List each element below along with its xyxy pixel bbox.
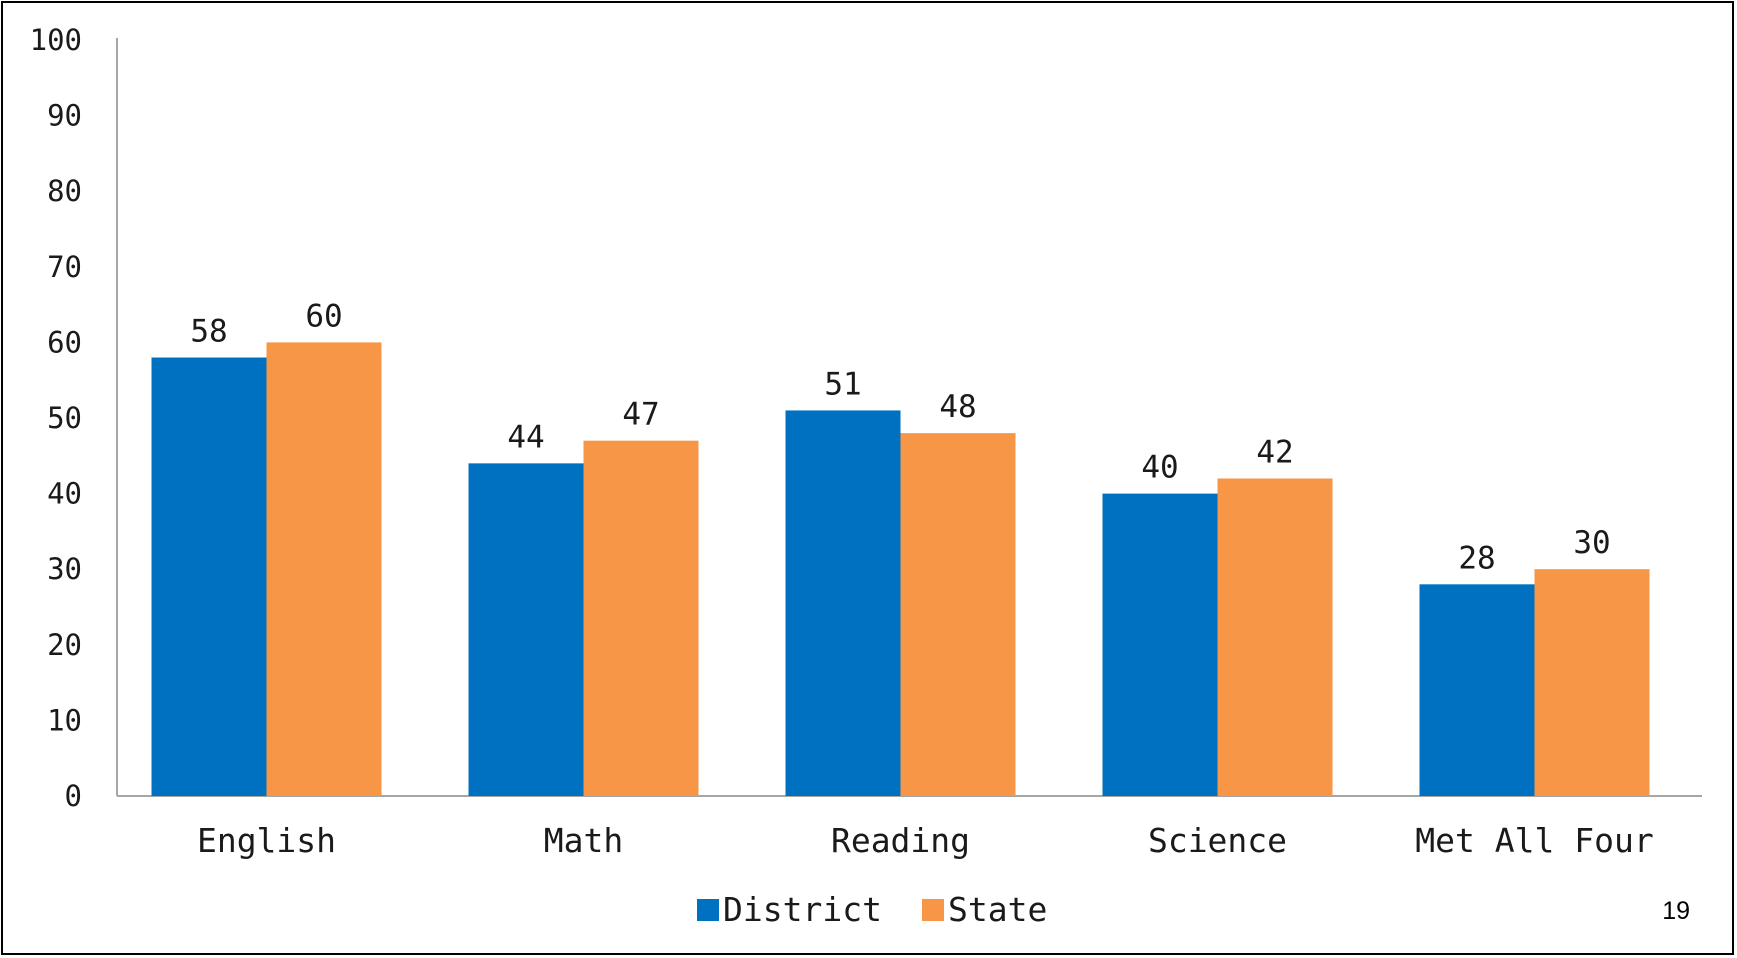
- bar-district-reading: [785, 410, 901, 796]
- y-tick-label: 90: [47, 99, 82, 133]
- legend-label-state: State: [948, 890, 1047, 929]
- y-tick-label: 10: [47, 703, 82, 737]
- bar-state-math: [583, 440, 699, 796]
- legend: District State: [697, 890, 1047, 929]
- data-labels-group: 58 60 44 47 51 48 40 42 28 30: [190, 298, 1610, 576]
- bar-district-english: [151, 357, 267, 796]
- bar-state-met-all-four: [1534, 569, 1650, 796]
- y-tick-label: 40: [47, 477, 82, 511]
- legend-swatch-state: [922, 899, 944, 921]
- x-tick-label: English: [197, 821, 336, 860]
- bar-district-met-all-four: [1419, 584, 1535, 796]
- data-label: 28: [1458, 540, 1495, 576]
- x-tick-label: Math: [544, 821, 623, 860]
- legend-label-district: District: [723, 890, 882, 929]
- bar-state-reading: [900, 433, 1016, 796]
- data-label: 58: [190, 314, 227, 350]
- bar-district-math: [468, 463, 584, 796]
- x-tick-label: Reading: [831, 821, 970, 860]
- data-label: 30: [1573, 525, 1610, 561]
- y-tick-label: 60: [47, 325, 82, 359]
- x-tick-label: Science: [1148, 821, 1287, 860]
- bars-group: [151, 342, 1650, 796]
- x-axis-ticks: English Math Reading Science Met All Four: [197, 821, 1654, 860]
- data-label: 44: [507, 419, 544, 455]
- y-tick-label: 100: [30, 23, 82, 57]
- bar-state-english: [266, 342, 382, 796]
- y-tick-label: 20: [47, 628, 82, 662]
- y-tick-label: 80: [47, 174, 82, 208]
- data-label: 47: [622, 397, 659, 433]
- data-label: 51: [824, 366, 861, 402]
- y-axis-ticks: 0 10 20 30 40 50 60 70 80 90 100: [30, 23, 82, 813]
- legend-swatch-district: [697, 899, 719, 921]
- data-label: 40: [1141, 450, 1178, 486]
- bar-district-science: [1102, 493, 1218, 796]
- y-tick-label: 30: [47, 552, 82, 586]
- y-tick-label: 70: [47, 250, 82, 284]
- data-label: 42: [1256, 434, 1293, 470]
- y-tick-label: 0: [65, 779, 82, 813]
- data-label: 48: [939, 389, 976, 425]
- page-number: 19: [1662, 897, 1690, 925]
- data-label: 60: [305, 298, 342, 334]
- y-tick-label: 50: [47, 401, 82, 435]
- x-tick-label: Met All Four: [1415, 821, 1653, 860]
- bar-state-science: [1217, 478, 1333, 796]
